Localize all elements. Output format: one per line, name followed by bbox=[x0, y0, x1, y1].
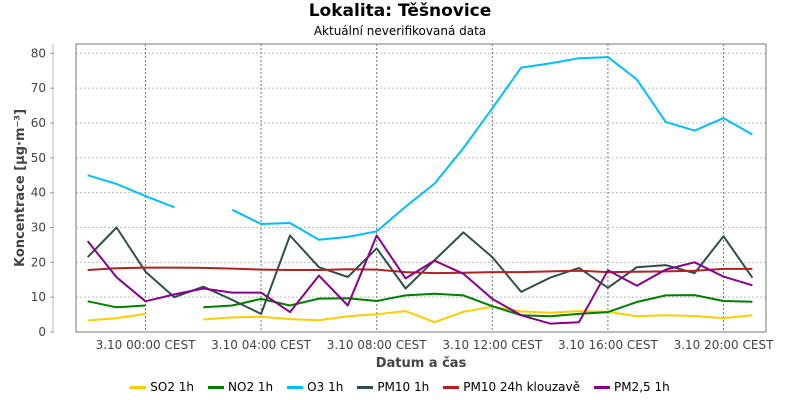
y-tick-label: 40 bbox=[31, 186, 46, 200]
y-tick-label: 30 bbox=[31, 220, 46, 234]
series-line-pm10-24h-klouzav- bbox=[87, 266, 753, 275]
y-tick-label: 10 bbox=[31, 290, 46, 304]
y-tick-label: 50 bbox=[31, 151, 46, 165]
y-tick-label: 20 bbox=[31, 255, 46, 269]
legend-swatch bbox=[593, 385, 610, 389]
y-axis-label: Koncentrace [µg·m⁻³] bbox=[13, 109, 28, 267]
legend-swatch bbox=[208, 385, 225, 389]
legend-item[interactable]: O3 1h bbox=[287, 380, 343, 394]
legend: SO2 1h NO2 1h O3 1h PM10 1h PM10 24h klouzav… bbox=[0, 380, 800, 394]
legend-label: SO2 1h bbox=[150, 380, 195, 394]
legend-label: O3 1h bbox=[307, 380, 344, 394]
legend-swatch bbox=[443, 385, 460, 389]
x-tick-label: 3.10 16:00 CEST bbox=[558, 338, 659, 352]
legend-swatch bbox=[287, 385, 304, 389]
x-tick-label: 3.10 12:00 CEST bbox=[442, 338, 543, 352]
x-tick-label: 3.10 20:00 CEST bbox=[674, 338, 775, 352]
series-line-pm10-1h bbox=[86, 226, 754, 315]
legend-swatch bbox=[357, 385, 374, 389]
y-tick-label: 60 bbox=[31, 116, 46, 130]
x-tick-label: 3.10 08:00 CEST bbox=[327, 338, 428, 352]
legend-label: PM10 24h klouzavě bbox=[463, 380, 580, 394]
legend-label: PM2,5 1h bbox=[613, 380, 670, 394]
y-tick-label: 80 bbox=[31, 46, 46, 60]
y-tick-label: 70 bbox=[31, 81, 46, 95]
x-tick-label: 3.10 00:00 CEST bbox=[96, 338, 197, 352]
legend-label: NO2 1h bbox=[228, 380, 274, 394]
chart-title: Lokalita: Těšnovice bbox=[308, 1, 492, 21]
y-tick-label: 0 bbox=[38, 325, 46, 339]
x-tick-label: 3.10 04:00 CEST bbox=[211, 338, 312, 352]
legend-swatch bbox=[130, 385, 147, 389]
legend-item[interactable]: PM10 24h klouzavě bbox=[443, 380, 580, 394]
legend-item[interactable]: SO2 1h bbox=[130, 380, 194, 394]
plot-border bbox=[75, 43, 767, 333]
chart-subtitle: Aktuální neverifikovaná data bbox=[313, 24, 487, 38]
legend-item[interactable]: PM10 1h bbox=[357, 380, 429, 394]
plot-area bbox=[76, 44, 766, 332]
legend-item[interactable]: NO2 1h bbox=[208, 380, 273, 394]
x-axis-label: Datum a čas bbox=[376, 356, 467, 371]
legend-label: PM10 1h bbox=[377, 380, 430, 394]
legend-item[interactable]: PM2,5 1h bbox=[593, 380, 670, 394]
series-line-pm2-5-1h bbox=[86, 234, 753, 325]
